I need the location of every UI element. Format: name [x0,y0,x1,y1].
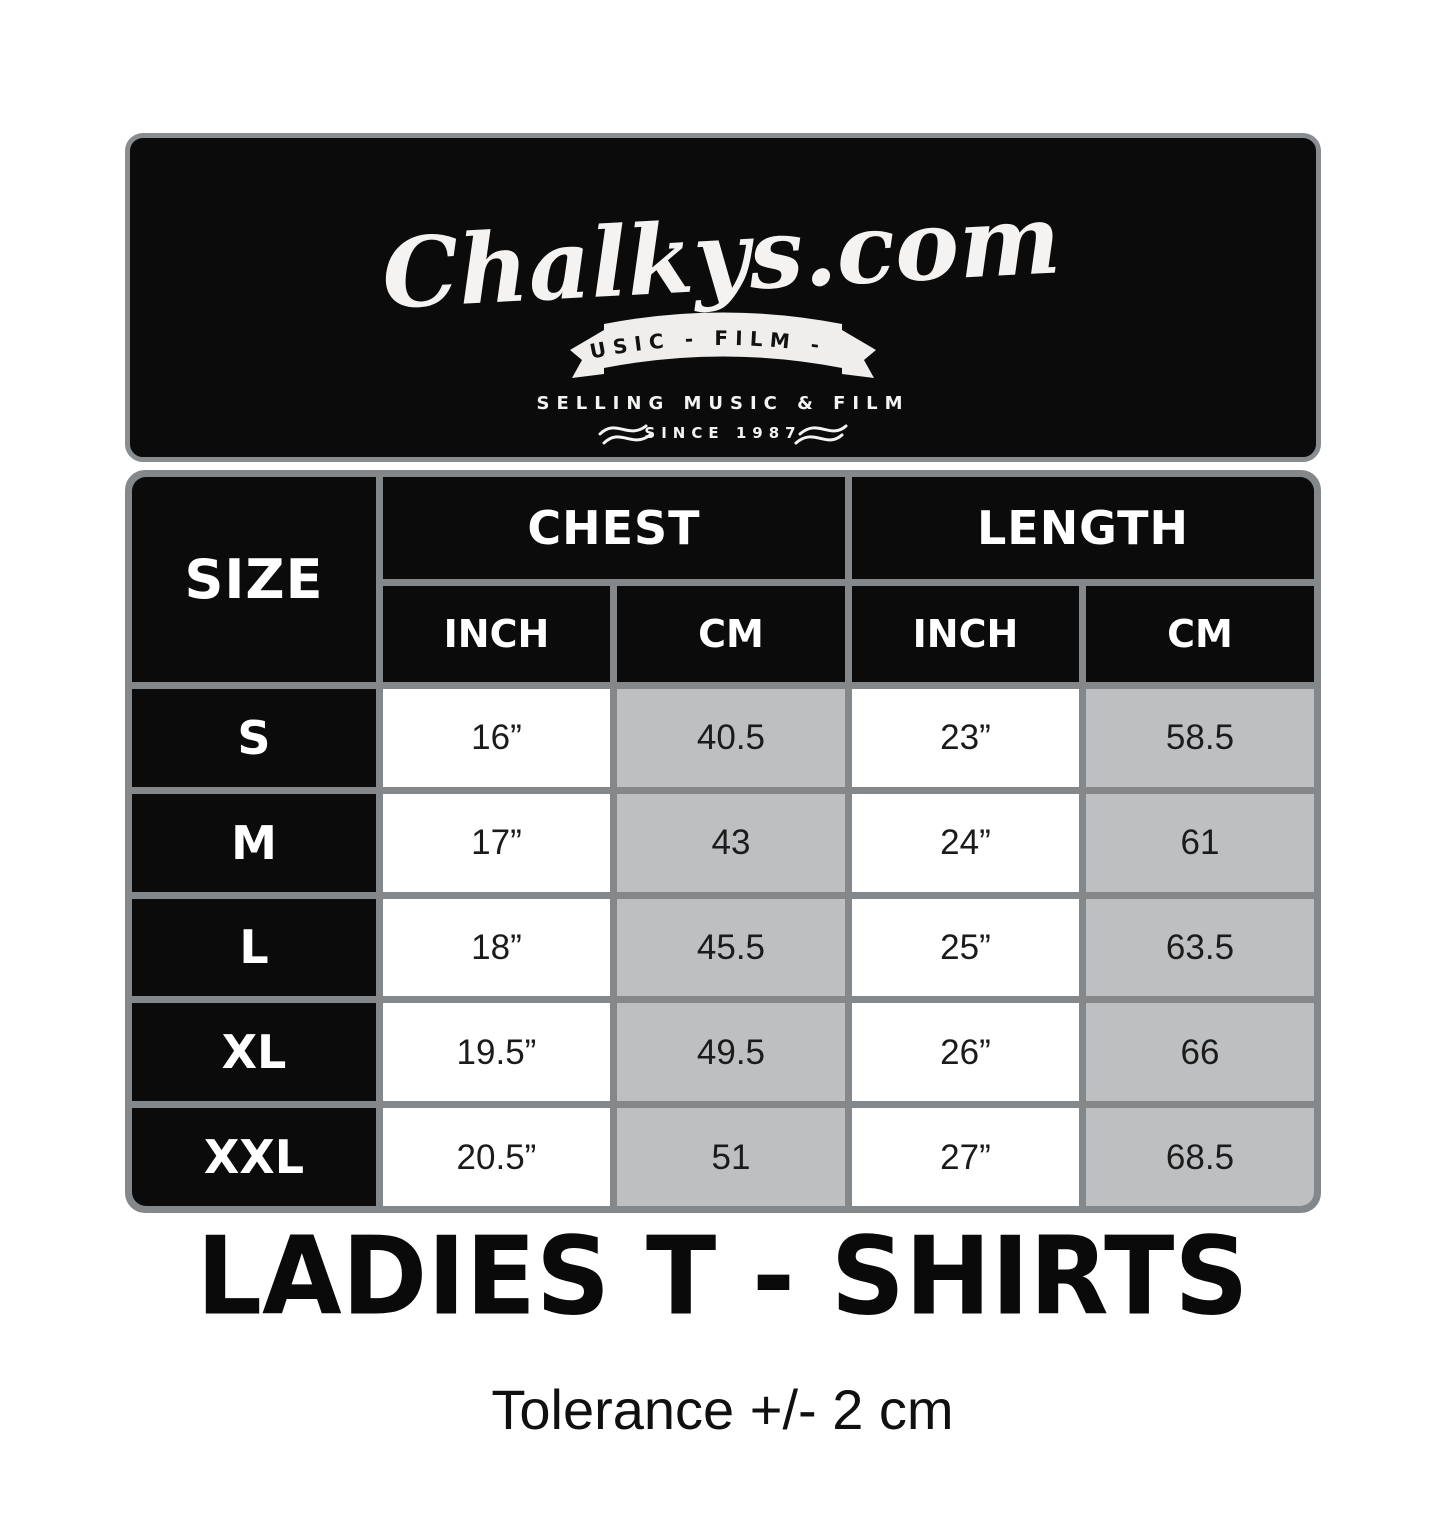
length-inch-subheader: INCH [851,586,1079,682]
tagline-text: SELLING MUSIC & FILM [536,393,909,414]
brand-logo-graphic: Chalkys.com MUSIC - FILM - TV SELLING MU… [130,138,1063,445]
ribbon-right-tail-icon [842,330,876,378]
length-column-header: LENGTH [851,477,1314,579]
since-text: SINCE 1987 [644,424,801,442]
chalkys-logo-text: Chalkys.com [379,182,1063,330]
ribbon-band-icon [604,312,842,368]
chest-column-header: CHEST [382,477,845,579]
row-s-chest-cm: 40.5 [616,689,845,787]
flourish-right-icon [794,424,848,445]
row-l-length-cm: 63.5 [1085,898,1314,997]
row-xl-chest-cm: 49.5 [616,1003,845,1102]
ribbon-left-tail-icon [570,330,604,378]
row-xxl-length-cm: 68.5 [1085,1108,1314,1206]
chest-inch-subheader: INCH [382,586,610,682]
row-m-chest-cm: 43 [616,793,845,892]
row-xxl-length-inch: 27” [851,1108,1079,1206]
row-m-chest-inch: 17” [382,793,610,892]
row-xl-size: XL [132,1003,376,1102]
row-s-length-cm: 58.5 [1085,689,1314,787]
row-m-length-inch: 24” [851,793,1079,892]
row-xl-chest-inch: 19.5” [382,1003,610,1102]
row-l-length-inch: 25” [851,898,1079,997]
row-m-size: M [132,793,376,892]
row-xl-length-inch: 26” [851,1003,1079,1102]
chest-cm-subheader: CM [616,586,845,682]
row-m-length-cm: 61 [1085,793,1314,892]
brand-banner: Chalkys.com MUSIC - FILM - TV SELLING MU… [125,133,1321,462]
row-l-chest-cm: 45.5 [616,898,845,997]
row-xxl-chest-cm: 51 [616,1108,845,1206]
tolerance-note: Tolerance +/- 2 cm [491,1378,954,1441]
row-s-size: S [132,689,376,787]
row-xxl-chest-inch: 20.5” [382,1108,610,1206]
product-title: LADIES T - SHIRTS [196,1213,1249,1340]
row-l-chest-inch: 18” [382,898,610,997]
row-s-length-inch: 23” [851,689,1079,787]
length-cm-subheader: CM [1085,586,1314,682]
flourish-left-icon [598,424,652,445]
row-l-size: L [132,898,376,997]
row-xl-length-cm: 66 [1085,1003,1314,1102]
row-xxl-size: XXL [132,1108,376,1206]
size-column-header: SIZE [132,477,376,682]
size-table: SIZE CHEST LENGTH INCH CM INCH CM S 16” … [125,470,1321,1213]
row-s-chest-inch: 16” [382,689,610,787]
